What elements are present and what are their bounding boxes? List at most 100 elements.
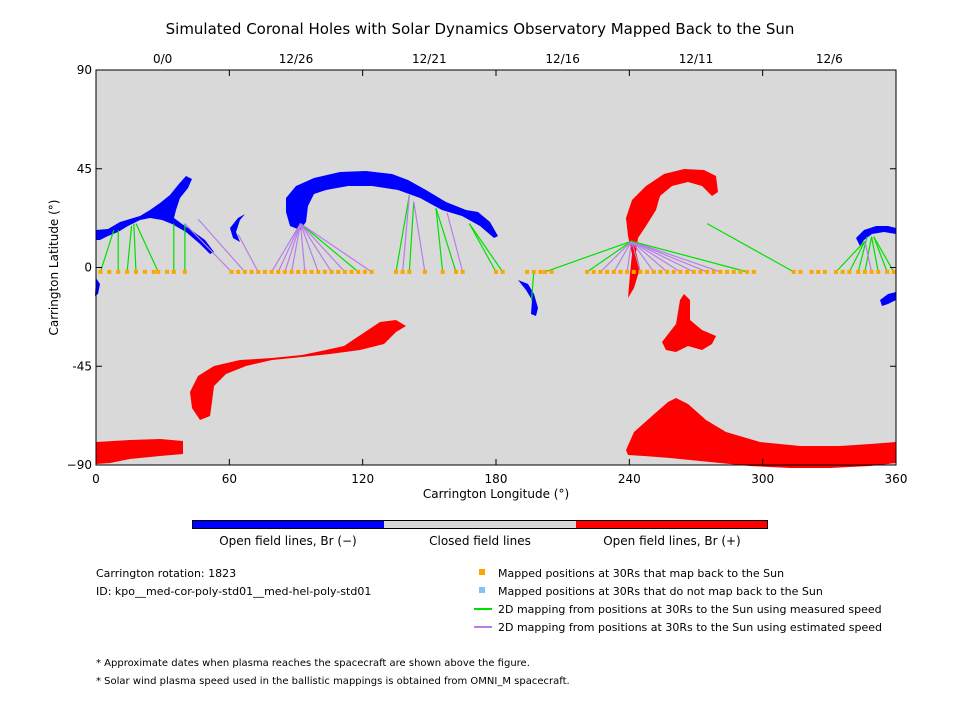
mapped-position-point bbox=[262, 269, 267, 274]
mapping-line-measured bbox=[133, 223, 137, 272]
legend-measured-swatch bbox=[474, 608, 492, 610]
coronal-hole-negative bbox=[286, 171, 498, 238]
mapping-line-measured bbox=[126, 225, 133, 272]
mapped-position-point bbox=[349, 269, 354, 274]
mapped-position-point bbox=[585, 269, 590, 274]
mapping-line-estimated bbox=[631, 240, 681, 273]
mapping-line-estimated bbox=[631, 240, 695, 273]
mapped-position-point bbox=[698, 269, 703, 274]
mapping-line-estimated bbox=[299, 223, 333, 273]
mapped-position-point bbox=[322, 269, 327, 274]
mapping-line-measured bbox=[835, 240, 866, 273]
mapping-line-estimated bbox=[284, 223, 302, 273]
mapping-line-measured bbox=[848, 240, 866, 273]
coronal-hole-positive bbox=[190, 320, 406, 420]
mapped-position-point bbox=[651, 269, 656, 274]
mapped-position-point bbox=[362, 269, 367, 274]
mapped-position-point bbox=[256, 269, 261, 274]
plot-area bbox=[96, 70, 896, 465]
colorbar-positive bbox=[576, 520, 768, 528]
mapped-position-point bbox=[454, 269, 458, 274]
mapped-position-point bbox=[329, 269, 334, 274]
mapped-position-point bbox=[840, 269, 845, 274]
mapping-line-measured bbox=[135, 223, 159, 273]
axes: 0 60 120 180 240 300 360 90 45 0 -45 −90 0/0 12/26 12/… bbox=[47, 52, 907, 501]
mapped-position-point bbox=[822, 269, 827, 274]
mapping-line-estimated bbox=[300, 223, 346, 273]
x-tick-label: 0 bbox=[92, 472, 100, 486]
mapped-position-point bbox=[885, 269, 890, 274]
mapped-position-point bbox=[151, 269, 156, 274]
mapped-position-point bbox=[165, 269, 170, 274]
mapping-line-measured bbox=[631, 240, 748, 273]
mapping-line-estimated bbox=[626, 241, 633, 272]
mapped-position-point bbox=[725, 269, 730, 274]
mapping-line-measured bbox=[395, 194, 410, 272]
mapping-line-measured bbox=[706, 223, 795, 273]
mapped-position-point bbox=[356, 269, 361, 274]
date-tick-label: 0/0 bbox=[153, 52, 172, 66]
mapped-position-point bbox=[98, 269, 103, 274]
mapped-positions bbox=[98, 269, 896, 274]
mapping-line-estimated bbox=[290, 223, 302, 272]
legend-unmapped-swatch bbox=[479, 587, 485, 593]
mapped-position-point bbox=[171, 269, 176, 274]
mapped-position-point bbox=[645, 269, 650, 274]
mapping-line-measured bbox=[99, 230, 115, 273]
mapped-position-point bbox=[289, 269, 294, 274]
date-tick-label: 12/26 bbox=[279, 52, 314, 66]
mapping-line-measured bbox=[468, 223, 497, 273]
mapped-position-point bbox=[685, 269, 690, 274]
y-tick-label: −90 bbox=[67, 458, 92, 472]
mapped-position-point bbox=[229, 269, 234, 274]
mapped-position-point bbox=[400, 269, 405, 274]
mapped-position-point bbox=[249, 269, 254, 274]
mapped-position-point bbox=[531, 269, 536, 274]
mapped-position-point bbox=[605, 269, 610, 274]
legend-mapped: Mapped positions at 30Rs that map back t… bbox=[498, 567, 785, 580]
mapped-position-point bbox=[182, 269, 187, 274]
legend-unmapped: Mapped positions at 30Rs that do not map… bbox=[498, 585, 823, 598]
mapped-position-point bbox=[598, 269, 603, 274]
mapped-position-point bbox=[269, 269, 274, 274]
mapped-position-point bbox=[862, 269, 867, 274]
x-tick-label: 240 bbox=[618, 472, 641, 486]
mapping-line-estimated bbox=[864, 241, 873, 273]
mapping-line-estimated bbox=[630, 240, 642, 273]
y-tick-label: -45 bbox=[72, 359, 92, 373]
coronal-hole-positive bbox=[626, 398, 896, 468]
mapping-line-measured bbox=[873, 236, 895, 273]
mapped-position-point bbox=[107, 269, 112, 274]
y-tick-label: 45 bbox=[77, 162, 92, 176]
date-tick-label: 12/11 bbox=[679, 52, 714, 66]
mapped-position-point bbox=[665, 269, 670, 274]
date-tick-label: 12/6 bbox=[816, 52, 843, 66]
mapped-position-point bbox=[816, 269, 821, 274]
mapped-position-point bbox=[738, 269, 743, 274]
mapped-position-point bbox=[336, 269, 341, 274]
mapping-line-measured bbox=[408, 201, 415, 272]
mapping-line-measured bbox=[530, 271, 535, 301]
mapped-position-point bbox=[494, 269, 498, 274]
mapped-position-point bbox=[691, 269, 696, 274]
mapping-line-estimated bbox=[184, 223, 232, 273]
mapping-line-estimated bbox=[631, 240, 668, 273]
mapping-line-measured bbox=[586, 240, 632, 273]
mapped-position-point bbox=[125, 269, 130, 274]
colorbar-outline bbox=[192, 520, 768, 529]
coronal-hole-negative bbox=[230, 214, 245, 242]
mapped-position-point bbox=[791, 269, 796, 274]
coronal-hole-positive bbox=[662, 294, 716, 352]
x-axis-label: Carrington Longitude (°) bbox=[423, 487, 569, 501]
mapped-position-point bbox=[296, 269, 301, 274]
coronal-hole-map: 0 60 120 180 240 300 360 90 45 0 -45 −90 0/0 12/26 12/… bbox=[47, 52, 907, 501]
mapped-position-point bbox=[440, 269, 445, 274]
mapped-position-point bbox=[460, 269, 465, 274]
mapped-position-point bbox=[549, 269, 554, 274]
mapped-position-point bbox=[369, 269, 374, 274]
legend-mapped-swatch bbox=[479, 569, 485, 575]
mapping-line-measured bbox=[435, 208, 444, 272]
coronal-hole-positive bbox=[96, 439, 183, 464]
carrington-rotation: Carrington rotation: 1823 bbox=[96, 567, 237, 580]
note-dates: * Approximate dates when plasma reaches … bbox=[96, 658, 530, 669]
